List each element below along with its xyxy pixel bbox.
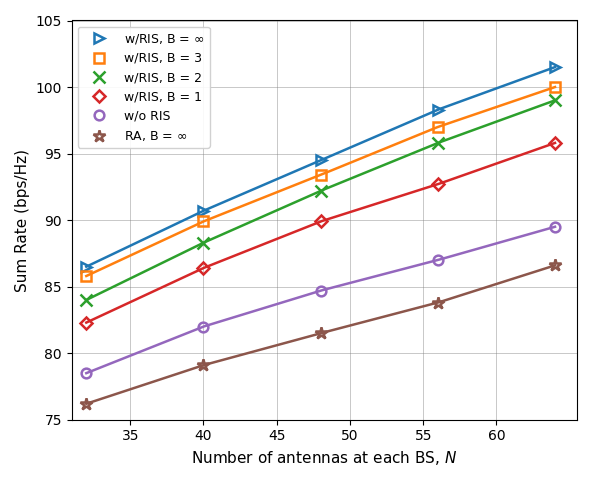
w/RIS, B = 3: [552, 84, 559, 90]
w/o RIS: [317, 288, 324, 294]
w/RIS, B = 2: [83, 297, 90, 303]
w/o RIS: [435, 257, 442, 263]
w/RIS, B = 1: [435, 181, 442, 187]
RA, B = $\infty$: [435, 300, 442, 306]
w/o RIS: [552, 224, 559, 229]
w/RIS, B = 2: [317, 188, 324, 194]
Legend: w/RIS, B = $\infty$, w/RIS, B = 3, w/RIS, B = 2, w/RIS, B = 1, w/o RIS, RA, B = : w/RIS, B = $\infty$, w/RIS, B = 3, w/RIS…: [78, 27, 210, 148]
w/RIS, B = 3: [200, 218, 207, 224]
Line: w/RIS, B = 2: w/RIS, B = 2: [80, 94, 561, 306]
RA, B = $\infty$: [317, 330, 324, 336]
w/RIS, B = 1: [317, 218, 324, 224]
RA, B = $\infty$: [552, 263, 559, 268]
w/RIS, B = $\infty$: [317, 157, 324, 163]
w/RIS, B = 3: [435, 124, 442, 130]
w/o RIS: [200, 324, 207, 330]
w/RIS, B = $\infty$: [200, 208, 207, 214]
w/RIS, B = $\infty$: [83, 264, 90, 269]
w/RIS, B = 1: [200, 265, 207, 271]
w/RIS, B = 2: [552, 97, 559, 103]
Line: w/o RIS: w/o RIS: [82, 222, 560, 378]
Line: w/RIS, B = 3: w/RIS, B = 3: [82, 82, 560, 281]
w/RIS, B = 3: [317, 172, 324, 178]
w/RIS, B = 1: [552, 140, 559, 146]
w/RIS, B = 2: [435, 140, 442, 146]
w/o RIS: [83, 370, 90, 376]
w/RIS, B = 3: [83, 273, 90, 279]
X-axis label: Number of antennas at each BS, $N$: Number of antennas at each BS, $N$: [191, 449, 458, 467]
w/RIS, B = $\infty$: [552, 64, 559, 70]
Line: w/RIS, B = 1: w/RIS, B = 1: [82, 139, 559, 327]
RA, B = $\infty$: [200, 362, 207, 368]
Line: w/RIS, B = $\infty$: w/RIS, B = $\infty$: [82, 62, 560, 271]
Line: RA, B = $\infty$: RA, B = $\infty$: [80, 259, 561, 410]
w/RIS, B = $\infty$: [435, 107, 442, 113]
RA, B = $\infty$: [83, 401, 90, 407]
w/RIS, B = 1: [83, 320, 90, 325]
Y-axis label: Sum Rate (bps/Hz): Sum Rate (bps/Hz): [15, 148, 30, 292]
w/RIS, B = 2: [200, 240, 207, 246]
